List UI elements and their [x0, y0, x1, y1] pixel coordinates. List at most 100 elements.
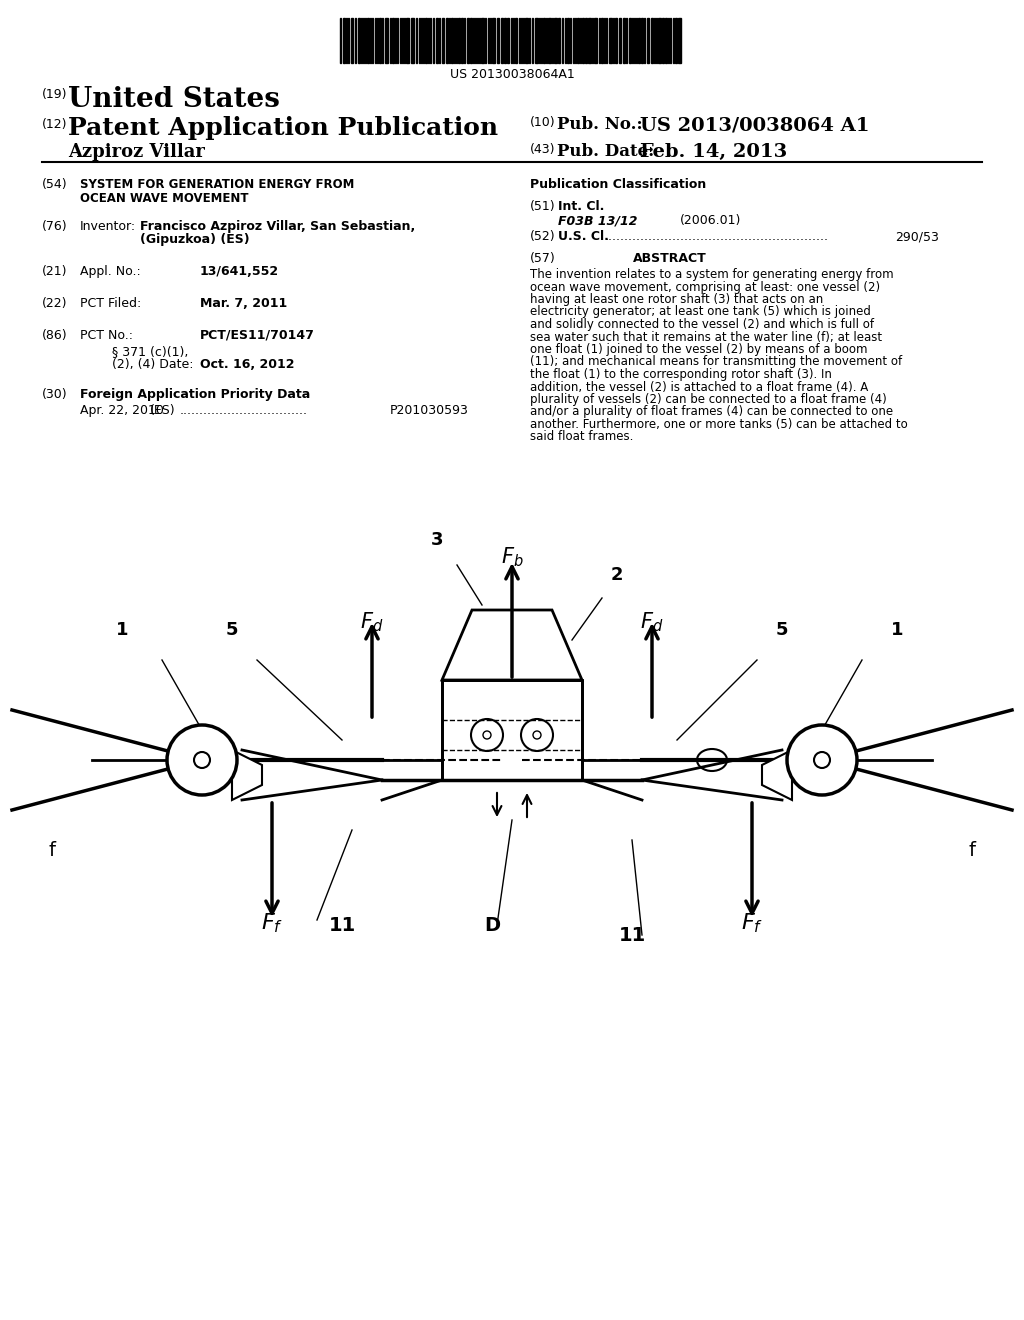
Text: 1: 1: [116, 620, 128, 639]
Text: Pub. Date:: Pub. Date:: [557, 143, 654, 160]
Bar: [442, 18, 444, 63]
Text: ABSTRACT: ABSTRACT: [633, 252, 707, 265]
Text: one float (1) joined to the vessel (2) by means of a boom: one float (1) joined to the vessel (2) b…: [530, 343, 867, 356]
Bar: [411, 18, 414, 63]
Bar: [492, 18, 495, 63]
Text: ................................: ................................: [180, 404, 308, 417]
Bar: [623, 18, 625, 63]
Polygon shape: [762, 750, 792, 800]
Bar: [504, 18, 506, 63]
Bar: [615, 18, 617, 63]
Bar: [582, 18, 584, 63]
Text: (86): (86): [42, 329, 68, 342]
Bar: [406, 18, 409, 63]
Text: ocean wave movement, comprising at least: one vessel (2): ocean wave movement, comprising at least…: [530, 281, 880, 293]
Text: Azpiroz Villar: Azpiroz Villar: [68, 143, 205, 161]
Circle shape: [787, 725, 857, 795]
Text: Feb. 14, 2013: Feb. 14, 2013: [640, 143, 787, 161]
Bar: [638, 18, 640, 63]
Text: (2006.01): (2006.01): [680, 214, 741, 227]
Bar: [446, 18, 449, 63]
Text: plurality of vessels (2) can be connected to a float frame (4): plurality of vessels (2) can be connecte…: [530, 393, 887, 407]
Text: PCT Filed:: PCT Filed:: [80, 297, 141, 310]
Text: Mar. 7, 2011: Mar. 7, 2011: [200, 297, 288, 310]
Text: sea water such that it remains at the water line (f); at least: sea water such that it remains at the wa…: [530, 330, 882, 343]
Bar: [629, 18, 631, 63]
Text: addition, the vessel (2) is attached to a float frame (4). A: addition, the vessel (2) is attached to …: [530, 380, 868, 393]
Text: (12): (12): [42, 117, 68, 131]
Text: Oct. 16, 2012: Oct. 16, 2012: [200, 358, 295, 371]
Text: SYSTEM FOR GENERATION ENERGY FROM: SYSTEM FOR GENERATION ENERGY FROM: [80, 178, 354, 191]
Text: and solidly connected to the vessel (2) and which is full of: and solidly connected to the vessel (2) …: [530, 318, 874, 331]
Text: 1: 1: [891, 620, 903, 639]
Text: OCEAN WAVE MOVEMENT: OCEAN WAVE MOVEMENT: [80, 191, 249, 205]
Bar: [461, 18, 463, 63]
Bar: [392, 18, 394, 63]
Bar: [548, 18, 551, 63]
Text: Inventor:: Inventor:: [80, 220, 136, 234]
Bar: [641, 18, 643, 63]
Text: (54): (54): [42, 178, 68, 191]
Text: U.S. Cl.: U.S. Cl.: [558, 230, 609, 243]
Text: (76): (76): [42, 220, 68, 234]
Text: 5: 5: [776, 620, 788, 639]
Text: $F_d$: $F_d$: [640, 610, 664, 634]
Text: D: D: [484, 916, 500, 935]
Bar: [343, 18, 345, 63]
Text: (2), (4) Date:: (2), (4) Date:: [112, 358, 194, 371]
Bar: [577, 18, 579, 63]
Text: 2: 2: [610, 566, 624, 583]
Bar: [467, 18, 469, 63]
Bar: [558, 18, 560, 63]
Bar: [515, 18, 517, 63]
Text: Patent Application Publication: Patent Application Publication: [68, 116, 498, 140]
Text: 11: 11: [329, 916, 355, 935]
Text: $F_b$: $F_b$: [501, 545, 523, 569]
Bar: [525, 18, 528, 63]
Text: Francisco Azpiroz Villar, San Sebastian,: Francisco Azpiroz Villar, San Sebastian,: [140, 220, 416, 234]
Text: (19): (19): [42, 88, 68, 102]
Bar: [470, 18, 472, 63]
Text: The invention relates to a system for generating energy from: The invention relates to a system for ge…: [530, 268, 894, 281]
Text: and/or a plurality of float frames (4) can be connected to one: and/or a plurality of float frames (4) c…: [530, 405, 893, 418]
Bar: [501, 18, 503, 63]
Bar: [609, 18, 612, 63]
Text: F03B 13/12: F03B 13/12: [558, 214, 638, 227]
Bar: [379, 18, 381, 63]
Bar: [588, 18, 591, 63]
Text: 13/641,552: 13/641,552: [200, 265, 280, 279]
Bar: [451, 18, 453, 63]
Text: Int. Cl.: Int. Cl.: [558, 201, 604, 213]
Text: Apr. 22, 2010: Apr. 22, 2010: [80, 404, 164, 417]
Bar: [543, 18, 545, 63]
Text: Publication Classification: Publication Classification: [530, 178, 707, 191]
Circle shape: [167, 725, 237, 795]
Polygon shape: [232, 750, 262, 800]
Bar: [535, 18, 538, 63]
Text: (Gipuzkoa) (ES): (Gipuzkoa) (ES): [140, 234, 250, 246]
Text: $F_f$: $F_f$: [741, 911, 763, 935]
Text: 3: 3: [431, 531, 443, 549]
Text: electricity generator; at least one tank (5) which is joined: electricity generator; at least one tank…: [530, 305, 870, 318]
Bar: [497, 18, 499, 63]
Text: $F_f$: $F_f$: [261, 911, 283, 935]
Text: US 20130038064A1: US 20130038064A1: [450, 69, 574, 81]
Text: Appl. No.:: Appl. No.:: [80, 265, 140, 279]
Polygon shape: [442, 610, 582, 680]
Text: § 371 (c)(1),: § 371 (c)(1),: [112, 345, 188, 358]
Bar: [585, 18, 587, 63]
Bar: [481, 18, 484, 63]
Bar: [436, 18, 438, 63]
Text: 5: 5: [225, 620, 239, 639]
Text: (21): (21): [42, 265, 68, 279]
Text: 290/53: 290/53: [895, 230, 939, 243]
Bar: [594, 18, 597, 63]
Text: f: f: [48, 841, 55, 859]
Text: 11: 11: [618, 927, 645, 945]
Bar: [351, 18, 353, 63]
Text: Pub. No.:: Pub. No.:: [557, 116, 643, 133]
Bar: [554, 18, 557, 63]
Bar: [425, 18, 427, 63]
Text: (52): (52): [530, 230, 556, 243]
Bar: [367, 18, 369, 63]
